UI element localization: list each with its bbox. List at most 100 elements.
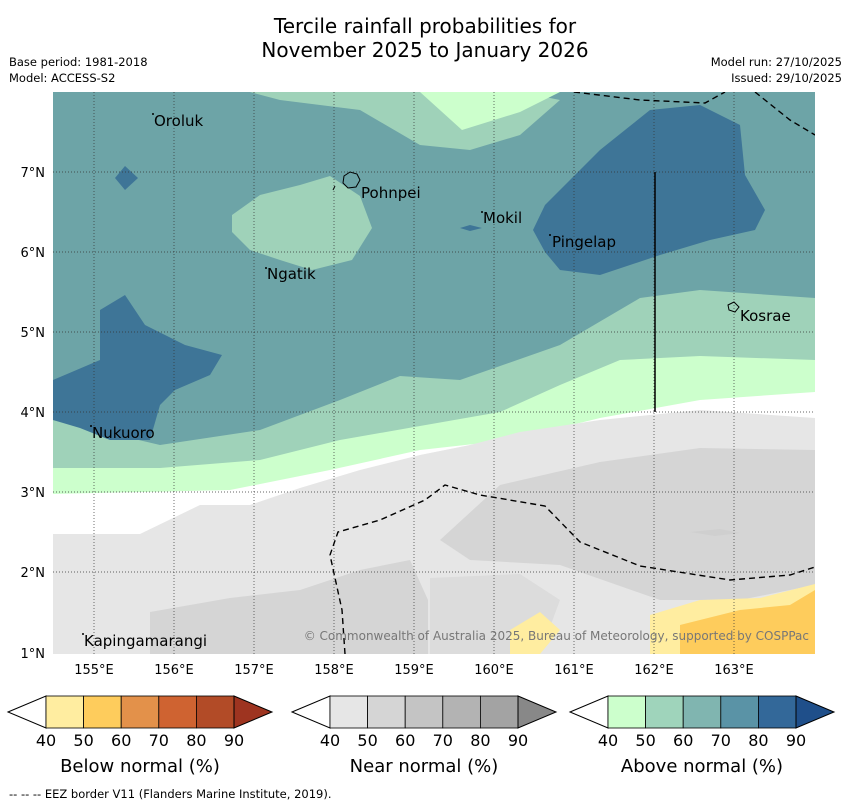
- above-normal-70-80-west: [53, 295, 222, 440]
- lon-label-160: 160°E: [474, 663, 514, 678]
- near-normal-colorbar-tick: 40: [320, 731, 340, 750]
- place-markers: [82, 113, 551, 635]
- place-mokil: Mokil: [483, 209, 522, 227]
- lon-label-158: 158°E: [314, 663, 354, 678]
- above-normal-colorbar-tick: 90: [786, 731, 806, 750]
- near-normal-colorbar-max-arrow: [517, 695, 558, 729]
- lon-label-156: 156°E: [154, 663, 194, 678]
- issued-date: Issued: 29/10/2025: [731, 71, 842, 85]
- near-normal-colorbar-tick: 60: [395, 731, 415, 750]
- marker-mokil: [481, 211, 483, 213]
- islands: [332, 171, 740, 313]
- base-period: Base period: 1981-2018: [9, 55, 148, 69]
- below-normal-colorbar-max-arrow: [233, 695, 274, 729]
- lon-label-161: 161°E: [554, 663, 594, 678]
- above-normal-colorbar-tick: 40: [598, 731, 618, 750]
- below-normal-colorbar-min-arrow: [6, 695, 47, 729]
- near-normal-colorbar-segment: [479, 695, 519, 729]
- lon-label-162: 162°E: [634, 663, 674, 678]
- below-normal-colorbar-tick: 80: [186, 731, 206, 750]
- below-normal-colorbar-segment: [45, 695, 84, 729]
- above-normal-70-80-small-patch: [115, 166, 138, 190]
- above-normal-40-50-north: [420, 92, 560, 130]
- probability-map: [53, 92, 815, 654]
- eez-border-northeast: [754, 92, 815, 136]
- below-normal-colorbar-tick: 70: [149, 731, 169, 750]
- place-pohnpei: Pohnpei: [361, 184, 421, 202]
- below-normal-colorbar-tick: 40: [36, 731, 56, 750]
- eez-borders: [329, 92, 815, 654]
- near-normal-60-70-patch: [690, 529, 740, 536]
- below-normal-colorbar-tick: 60: [111, 731, 131, 750]
- place-pingelap: Pingelap: [552, 233, 616, 251]
- copyright-notice: © Commonwealth of Australia 2025, Bureau…: [304, 629, 809, 643]
- below-normal-colorbar-segment: [83, 695, 122, 729]
- near-normal-colorbar-segment: [404, 695, 444, 729]
- place-kosrae: Kosrae: [740, 307, 791, 325]
- below-normal-colorbar-segment: [158, 695, 197, 729]
- place-ngatik: Ngatik: [267, 265, 316, 283]
- near-normal-colorbar-segment: [367, 695, 406, 729]
- above-normal-70-80-mokil-patch: [460, 225, 482, 231]
- below-normal-colorbar-tick: 90: [224, 731, 244, 750]
- longitude-labels: 155°E 156°E 157°E 158°E 159°E 160°E 161°…: [74, 663, 754, 678]
- lon-label-157: 157°E: [234, 663, 274, 678]
- below-normal-40-50-patch: [510, 612, 560, 654]
- place-labels: Oroluk Pohnpei Mokil Pingelap Ngatik Kos…: [84, 112, 791, 650]
- above-normal-colorbar-segment: [758, 695, 797, 729]
- marker-ngatik: [265, 267, 267, 269]
- above-normal-70-80-east: [533, 105, 765, 275]
- lat-label-6n: 6°N: [21, 246, 46, 261]
- pohnpei-reef: [332, 185, 336, 191]
- below-normal-50-60-southeast: [680, 590, 815, 654]
- title-line-1: Tercile rainfall probabilities for: [273, 14, 577, 38]
- near-normal-colorbar-tick: 50: [357, 731, 377, 750]
- marker-kapingamarangi: [82, 633, 84, 635]
- kosrae-island: [727, 301, 740, 313]
- below-normal-colorbar-tick: 50: [73, 731, 93, 750]
- model-name: Model: ACCESS-S2: [9, 71, 116, 85]
- near-normal-colorbar-tick: 80: [470, 731, 490, 750]
- near-normal-colorbar-segment: [329, 695, 368, 729]
- below-normal-colorbar-title: Below normal (%): [60, 756, 220, 777]
- eez-border-note: -- -- -- EEZ border V11 (Flanders Marine…: [9, 787, 332, 801]
- lat-label-2n: 2°N: [21, 566, 46, 581]
- near-normal-colorbar-title: Near normal (%): [350, 756, 499, 777]
- above-normal-colorbar-segment: [645, 695, 684, 729]
- model-run: Model run: 27/10/2025: [710, 55, 842, 69]
- marker-nukuoro: [90, 425, 92, 427]
- above-normal-colorbar-tick: 50: [635, 731, 655, 750]
- lon-label-155: 155°E: [74, 663, 114, 678]
- above-normal-colorbar-tick: 60: [673, 731, 693, 750]
- eez-border-north: [573, 92, 726, 104]
- place-nukuoro: Nukuoro: [92, 424, 155, 442]
- near-normal-50-60-east: [440, 448, 815, 600]
- lat-label-3n: 3°N: [21, 486, 46, 501]
- above-normal-colorbar-segment: [682, 695, 722, 729]
- title-line-2: November 2025 to January 2026: [261, 38, 589, 62]
- latitude-labels: 7°N 6°N 5°N 4°N 3°N 2°N 1°N: [21, 166, 46, 662]
- near-normal-colorbar-min-arrow: [290, 695, 331, 729]
- above-normal-colorbar-min-arrow: [568, 695, 609, 729]
- lat-label-7n: 7°N: [21, 166, 46, 181]
- lat-label-5n: 5°N: [21, 326, 46, 341]
- lon-label-159: 159°E: [394, 663, 434, 678]
- near-normal-50-60-southwest: [150, 560, 428, 654]
- near-normal-colorbar-tick: 70: [433, 731, 453, 750]
- marker-oroluk: [152, 113, 154, 115]
- eez-border-south: [329, 484, 815, 654]
- lon-label-163: 163°E: [714, 663, 754, 678]
- lat-label-1n: 1°N: [21, 647, 46, 662]
- below-normal-colorbar-segment: [120, 695, 160, 729]
- above-normal-colorbar-title: Above normal (%): [621, 756, 783, 777]
- above-normal-50-60-ngatik: [232, 176, 372, 270]
- near-normal-colorbar-segment: [442, 695, 481, 729]
- marker-pingelap: [549, 234, 551, 236]
- place-kapingamarangi: Kapingamarangi: [84, 632, 207, 650]
- below-normal-colorbar-segment: [195, 695, 235, 729]
- above-normal-colorbar-tick: 70: [711, 731, 731, 750]
- above-normal-colorbar-tick: 80: [748, 731, 768, 750]
- above-normal-colorbar-segment: [720, 695, 759, 729]
